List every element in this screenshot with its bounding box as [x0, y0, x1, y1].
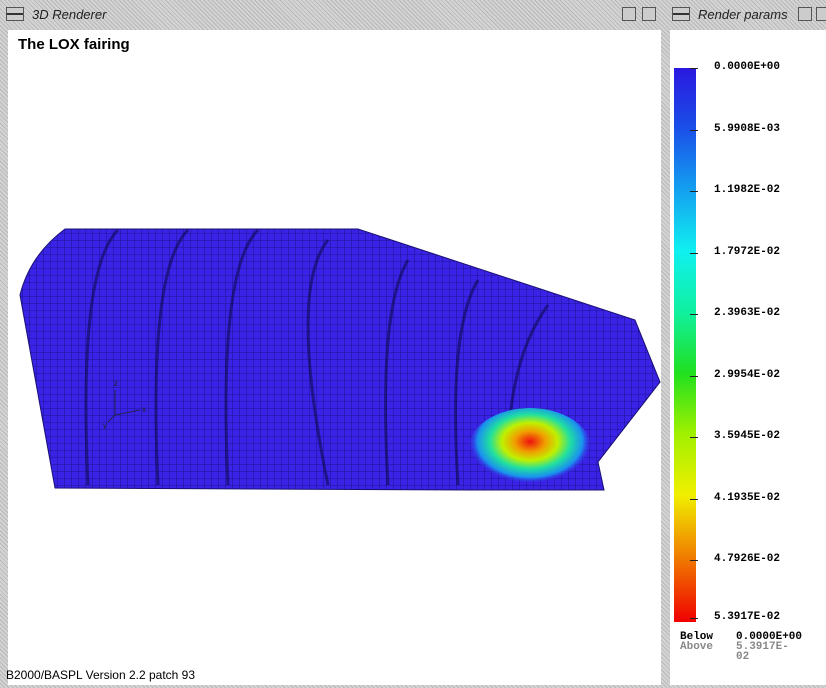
legend-label: 1.1982E-02 [714, 184, 780, 196]
menu-button[interactable] [6, 7, 24, 21]
legend-tick [690, 618, 698, 619]
legend-tick [690, 437, 698, 438]
maximize-button[interactable] [642, 7, 656, 21]
version-footer: B2000/BASPL Version 2.2 patch 93 [6, 668, 195, 682]
above-value: 5.3917E-02 [736, 642, 789, 662]
legend-tick [690, 314, 698, 315]
legend-label: 2.3963E-02 [714, 307, 780, 319]
minimize-button[interactable] [798, 7, 812, 21]
legend-label: 5.3917E-02 [714, 611, 780, 623]
minimize-button[interactable] [622, 7, 636, 21]
legend-tick [690, 68, 698, 69]
legend-label: 3.5945E-02 [714, 430, 780, 442]
menu-button[interactable] [672, 7, 690, 21]
legend-tick [690, 499, 698, 500]
legend-label: 4.1935E-02 [714, 492, 780, 504]
legend-tick [690, 191, 698, 192]
legend-label: 4.7926E-02 [714, 553, 780, 565]
title-bar: 3D Renderer [0, 4, 664, 26]
window-title: Render params [698, 4, 788, 26]
legend-tick [690, 253, 698, 254]
axis-label: z [114, 379, 118, 388]
window-title: 3D Renderer [32, 4, 106, 26]
legend-label: 1.7972E-02 [714, 246, 780, 258]
maximize-button[interactable] [816, 7, 826, 21]
desktop: 3D Renderer The LOX fairing [0, 0, 826, 688]
legend-label: 5.9908E-03 [714, 123, 780, 135]
axis-label: x [142, 405, 146, 414]
legend-tick [690, 560, 698, 561]
title-bar: Render params [666, 4, 826, 26]
legend-label: 2.9954E-02 [714, 369, 780, 381]
axis-label: y [103, 421, 107, 430]
legend-tick [690, 376, 698, 377]
viewport: The LOX fairing [8, 30, 661, 685]
model-view: z x y [8, 30, 661, 685]
color-bar [674, 68, 696, 622]
renderer-window: 3D Renderer The LOX fairing [0, 0, 664, 688]
legend-label: 0.0000E+00 [714, 61, 780, 73]
above-label: Above [680, 641, 713, 653]
legend-tick [690, 130, 698, 131]
